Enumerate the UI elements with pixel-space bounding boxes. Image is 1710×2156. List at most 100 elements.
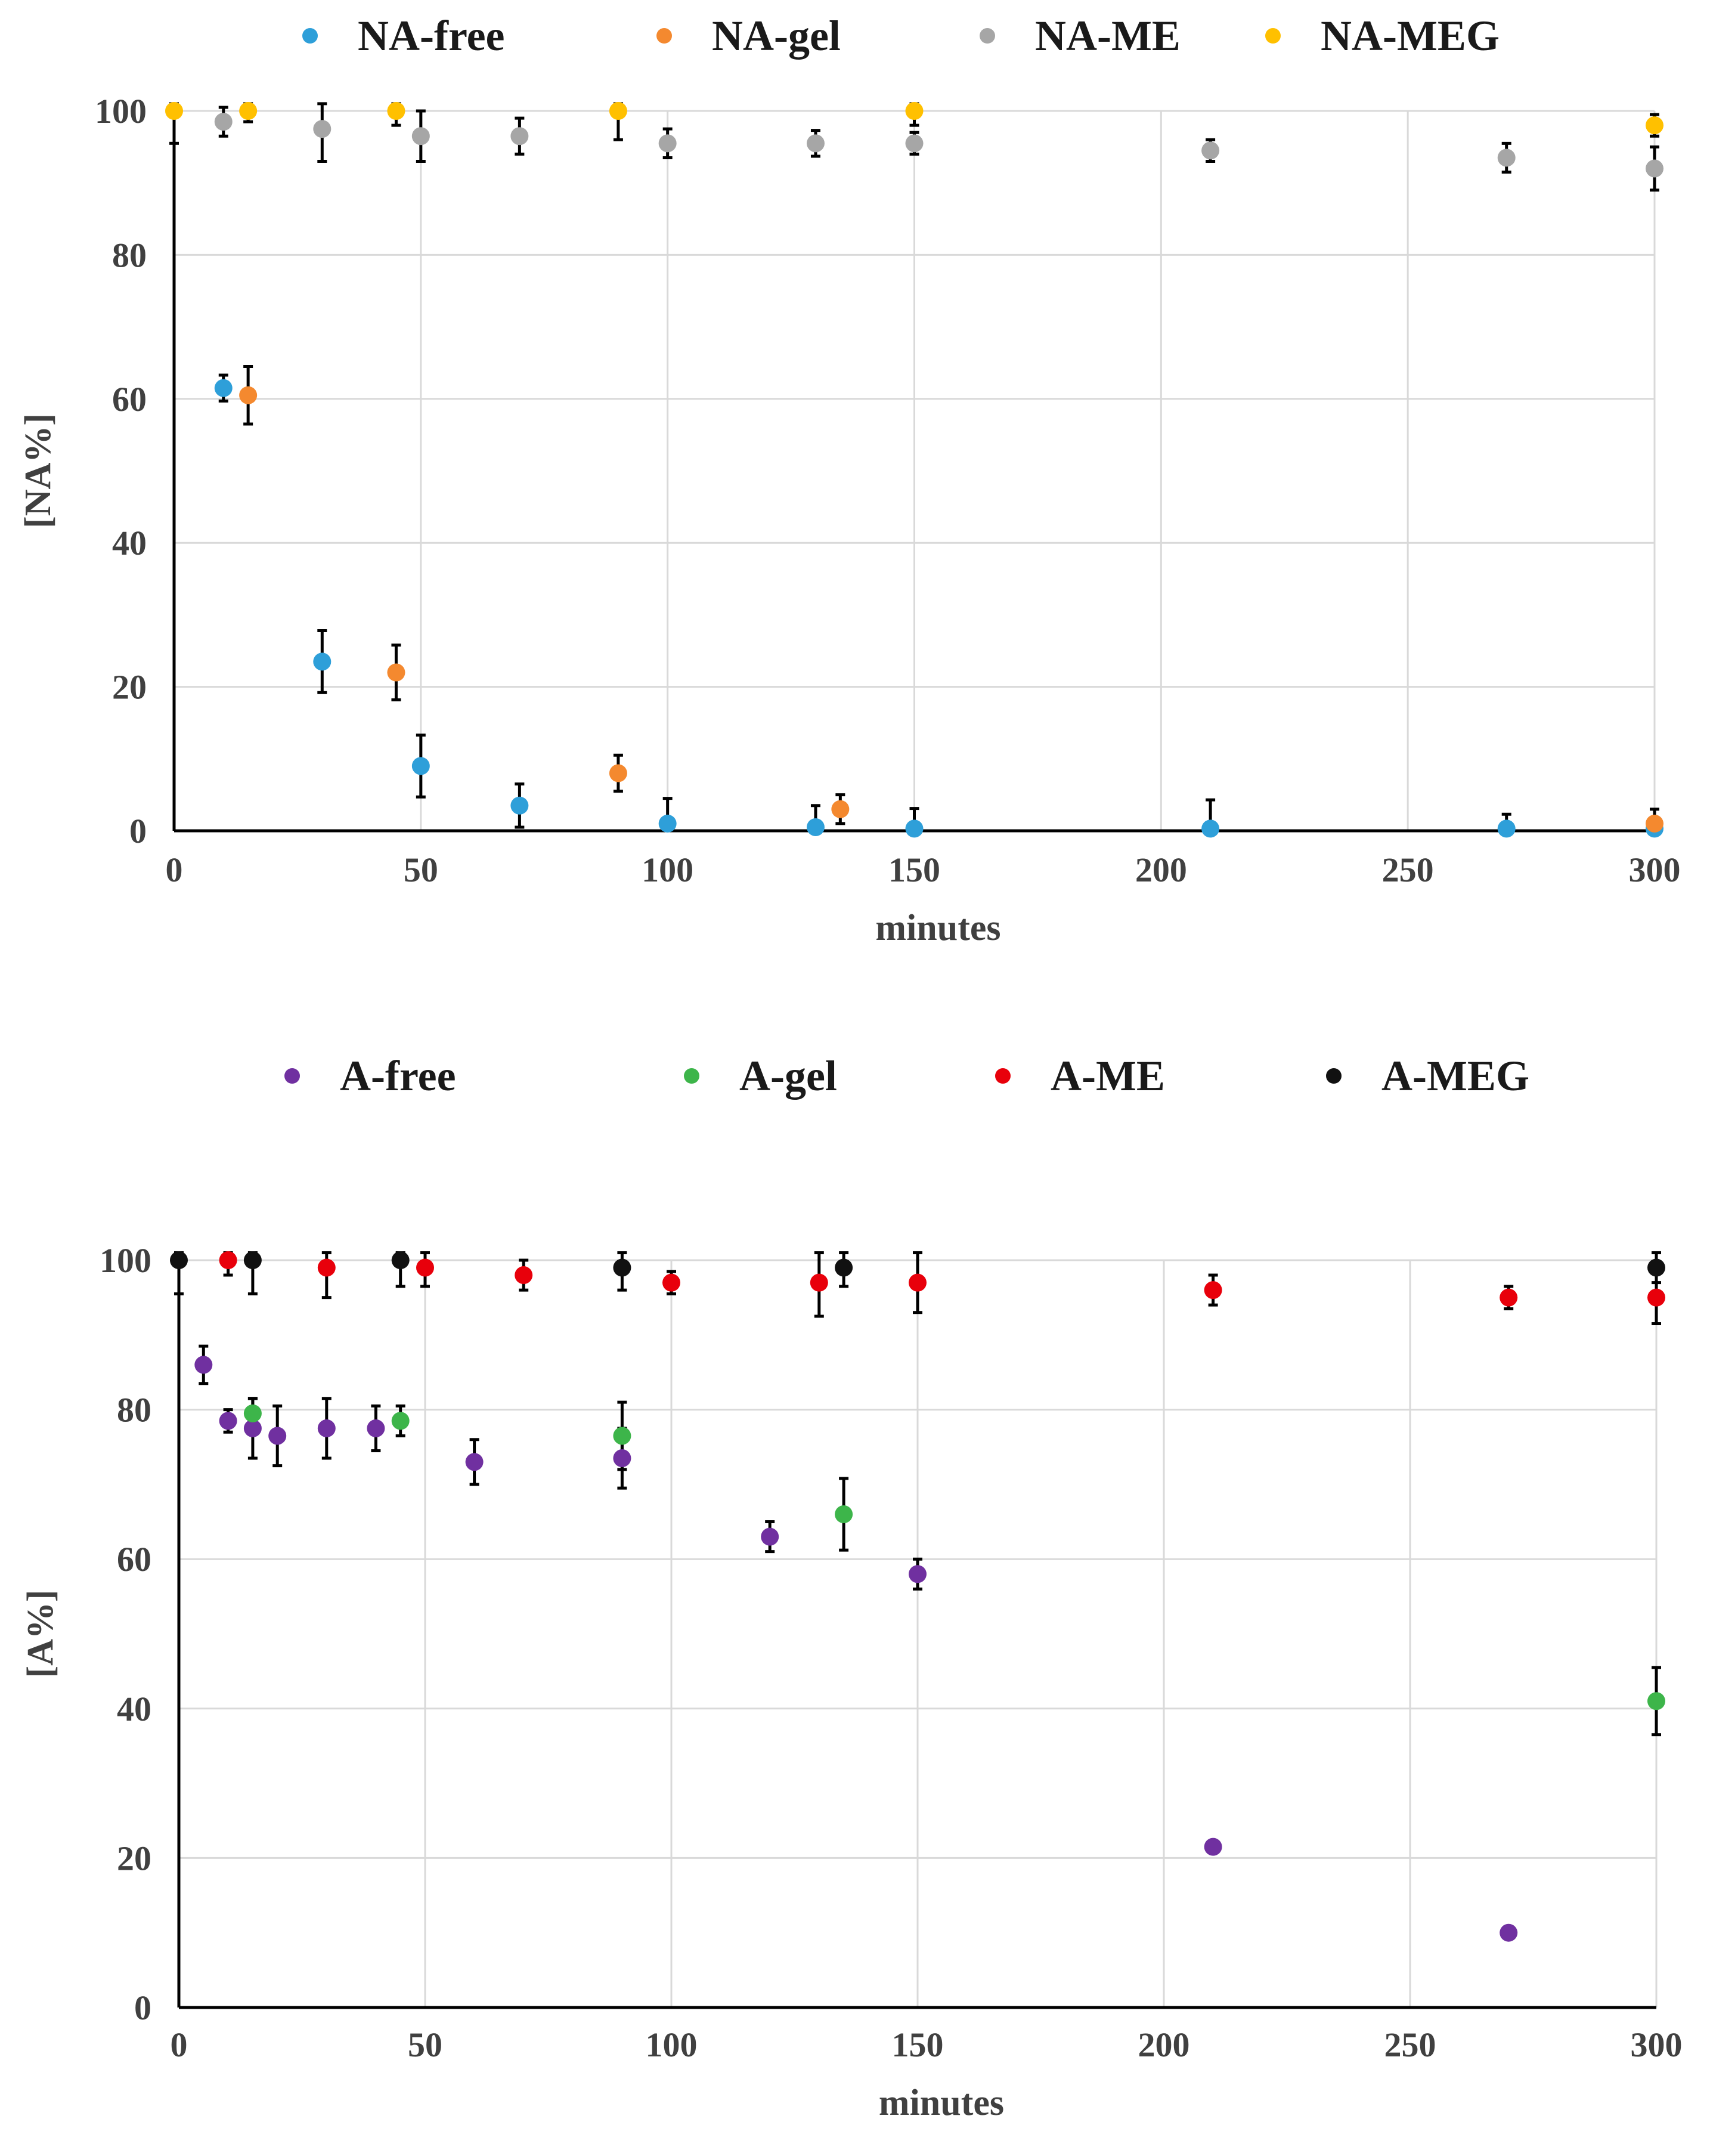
y-tick-label: 40: [117, 1690, 151, 1728]
data-point-a-me: [219, 1251, 237, 1269]
x-tick-label: 100: [646, 2025, 698, 2064]
legend-label-na-meg: NA-MEG: [1321, 12, 1500, 60]
data-point-a-meg: [835, 1258, 853, 1277]
data-point-a-me: [416, 1258, 434, 1277]
legend-label-a-free: A-free: [340, 1052, 456, 1100]
legend-label-na-me: NA-ME: [1035, 12, 1181, 60]
data-point-a-me: [810, 1273, 828, 1292]
y-tick-label: 80: [117, 1391, 151, 1430]
x-tick-label: 50: [404, 850, 438, 889]
data-point-na-gel: [239, 386, 258, 404]
data-point-na-me: [313, 120, 332, 138]
data-point-na-me: [1497, 149, 1516, 167]
legend-label-a-me: A-ME: [1051, 1052, 1165, 1100]
data-point-a-gel: [391, 1412, 410, 1430]
data-point-a-free: [1204, 1838, 1222, 1856]
a-release-chart: 0 20 40 60 80 100 0 50 100 150 200 250 300 minutes [A%…: [20, 1052, 1683, 2123]
y-tick-label: 0: [129, 812, 147, 850]
data-point-na-me: [1646, 159, 1663, 178]
data-point-a-me: [515, 1266, 533, 1285]
x-tick-label: 150: [888, 850, 940, 889]
x-tick-label: 100: [642, 850, 693, 889]
data-point-na-meg: [239, 102, 258, 120]
legend-marker-a-free: [284, 1068, 300, 1084]
data-point-a-free: [613, 1449, 631, 1468]
data-point-a-me: [1204, 1281, 1222, 1300]
data-point-na-meg: [905, 102, 924, 120]
data-point-na-me: [214, 113, 233, 131]
x-tick-label: 300: [1629, 850, 1681, 889]
x-tick-label: 200: [1138, 2025, 1190, 2064]
data-point-a-meg: [613, 1258, 631, 1277]
y-tick-label: 100: [95, 92, 147, 131]
data-point-na-me: [411, 127, 430, 146]
data-point-a-free: [909, 1565, 927, 1583]
x-tick-label: 0: [166, 850, 183, 889]
data-point-na-meg: [1646, 116, 1663, 135]
data-point-a-free: [317, 1419, 336, 1437]
y-tick-label: 20: [112, 668, 147, 707]
legend-marker-na-gel: [656, 28, 672, 44]
legend-label-na-free: NA-free: [358, 12, 505, 60]
na-release-chart: 0 20 40 60 80 100 0 50 100 150 200 250 300 minutes [NA…: [18, 12, 1681, 948]
data-point-na-gel: [1646, 814, 1663, 833]
data-point-na-gel: [609, 764, 627, 782]
x-axis-title: minutes: [879, 2083, 1004, 2123]
data-point-a-me: [1500, 1288, 1518, 1307]
legend-label-a-gel: A-gel: [739, 1052, 837, 1100]
x-axis-title: minutes: [875, 908, 1000, 948]
legend-marker-na-me: [980, 28, 995, 44]
y-tick-label: 80: [112, 236, 147, 274]
x-tick-label: 250: [1382, 850, 1434, 889]
data-point-a-free: [194, 1356, 213, 1374]
y-tick-label: 100: [100, 1241, 151, 1280]
data-point-a-free: [761, 1527, 779, 1546]
data-point-a-free: [219, 1412, 237, 1430]
data-point-na-free: [1201, 819, 1220, 838]
data-point-a-me: [1647, 1288, 1665, 1307]
data-point-na-free: [411, 757, 430, 775]
data-point-a-meg: [391, 1251, 410, 1269]
data-point-a-free: [1500, 1923, 1518, 1942]
legend-marker-na-meg: [1265, 28, 1281, 44]
data-point-na-free: [1497, 819, 1516, 838]
legend-label-a-meg: A-MEG: [1381, 1052, 1529, 1100]
legend-marker-a-me: [995, 1068, 1011, 1084]
data-point-na-free: [510, 796, 529, 815]
data-point-na-meg: [387, 102, 405, 120]
data-point-a-meg: [170, 1251, 188, 1269]
x-tick-label: 0: [171, 2025, 188, 2064]
y-tick-label: 60: [112, 380, 147, 419]
data-point-na-free: [658, 814, 677, 833]
data-point-na-me: [905, 134, 924, 153]
x-tick-label: 250: [1384, 2025, 1436, 2064]
legend-marker-a-meg: [1326, 1068, 1342, 1084]
data-point-na-me: [658, 134, 677, 153]
x-tick-label: 300: [1631, 2025, 1683, 2064]
data-point-a-free: [268, 1427, 287, 1445]
data-point-na-free: [313, 652, 332, 671]
data-point-na-free: [806, 818, 825, 836]
data-point-a-me: [662, 1273, 680, 1292]
data-point-a-gel: [243, 1404, 262, 1422]
data-point-na-meg: [165, 102, 183, 120]
data-point-na-free: [214, 379, 233, 397]
data-point-a-free: [367, 1419, 385, 1437]
legend-marker-na-free: [302, 28, 318, 44]
data-point-na-free: [905, 819, 924, 838]
data-point-na-me: [1201, 141, 1220, 160]
y-tick-label: 40: [112, 524, 147, 562]
data-point-a-meg: [1647, 1258, 1665, 1277]
data-point-a-meg: [243, 1251, 262, 1269]
data-point-na-me: [510, 127, 529, 146]
data-point-na-gel: [387, 663, 405, 682]
x-tick-label: 200: [1135, 850, 1187, 889]
y-axis-title: [A%]: [20, 1589, 61, 1678]
data-point-na-gel: [831, 800, 850, 818]
x-tick-label: 50: [408, 2025, 442, 2064]
legend-marker-a-gel: [684, 1068, 699, 1084]
legend-label-na-gel: NA-gel: [712, 12, 841, 60]
data-point-a-free: [243, 1419, 262, 1437]
